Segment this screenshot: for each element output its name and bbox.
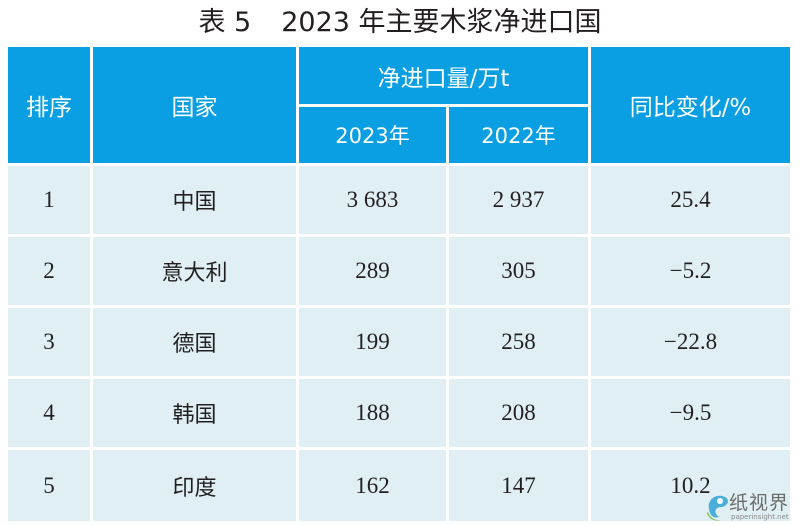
header-year-2023: 2023年 [299,107,449,166]
net-import-table: 排序 国家 净进口量/万t 同比变化/% 2023年 2022年 1 中国 3 … [8,47,790,521]
cell-2022: 305 [449,237,591,308]
cell-2023: 188 [299,379,449,450]
header-year-2022: 2022年 [449,107,591,166]
cell-change: −5.2 [591,237,790,308]
cell-change: 10.2 [591,450,790,521]
cell-2022: 147 [449,450,591,521]
cell-rank: 3 [8,308,93,379]
cell-2023: 199 [299,308,449,379]
cell-country: 印度 [93,450,299,521]
cell-2023: 289 [299,237,449,308]
watermark-name: 纸视界 [729,492,790,514]
cell-rank: 4 [8,379,93,450]
table-row: 1 中国 3 683 2 937 25.4 [8,166,790,237]
table-caption: 2023 年主要木浆净进口国 [281,7,602,38]
cell-2023: 3 683 [299,166,449,237]
header-yoy-change: 同比变化/% [591,47,790,166]
cell-change: 25.4 [591,166,790,237]
cell-rank: 2 [8,237,93,308]
cell-2022: 2 937 [449,166,591,237]
cell-rank: 1 [8,166,93,237]
cell-rank: 5 [8,450,93,521]
cell-country: 意大利 [93,237,299,308]
watermark-site: paperinsight.net [731,513,789,521]
table-label: 表 5 [198,7,252,38]
watermark: 纸视界 paperinsight.net [703,487,795,523]
header-country: 国家 [93,47,299,166]
table-row: 5 印度 162 147 10.2 [8,450,790,521]
cell-2022: 208 [449,379,591,450]
cell-country: 德国 [93,308,299,379]
header-rank: 排序 [8,47,93,166]
cell-change: −22.8 [591,308,790,379]
cell-2023: 162 [299,450,449,521]
table-row: 3 德国 199 258 −22.8 [8,308,790,379]
table-row: 2 意大利 289 305 −5.2 [8,237,790,308]
table-row: 4 韩国 188 208 −9.5 [8,379,790,450]
cell-country: 韩国 [93,379,299,450]
cell-change: −9.5 [591,379,790,450]
table-title: 表 5 2023 年主要木浆净进口国 [0,4,800,42]
cell-country: 中国 [93,166,299,237]
header-net-import: 净进口量/万t [299,47,591,107]
paperinsight-logo-icon [707,495,728,521]
cell-2022: 258 [449,308,591,379]
